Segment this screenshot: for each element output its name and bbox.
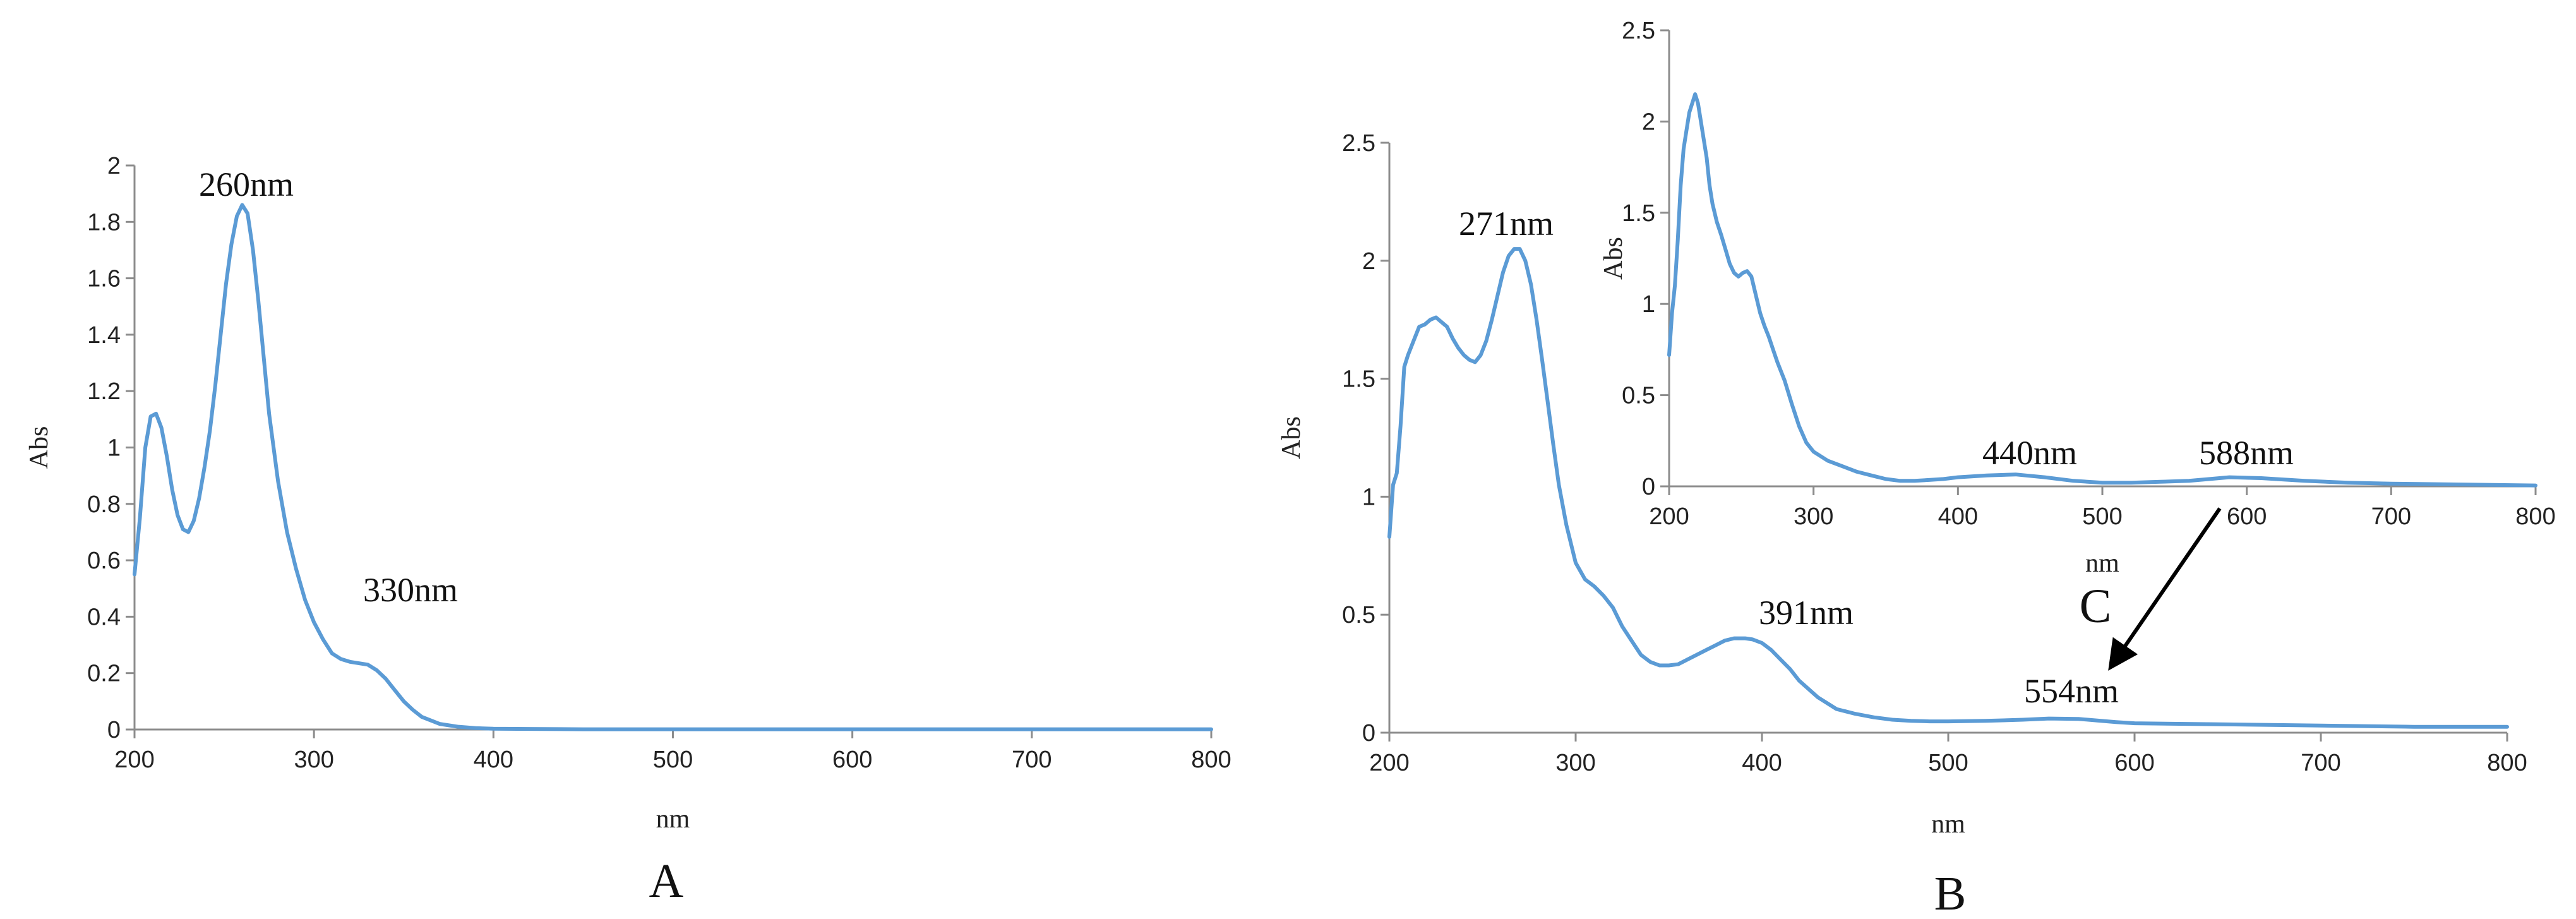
x-tick-label-c: 800 <box>2515 503 2555 530</box>
chart-panel-c: 0 0.5 1 1.5 2 2.5 200 300 400 500 600 700 800 nm Abs 44… <box>1599 18 2556 633</box>
y-tick-label-a: 2 <box>107 153 121 179</box>
y-tick-label-c: 0.5 <box>1622 383 1655 409</box>
x-tick-label-c: 600 <box>2227 503 2267 530</box>
x-tick-label-c: 700 <box>2371 503 2411 530</box>
y-tick-label-c: 2.5 <box>1622 18 1655 44</box>
y-tick-label-c: 2 <box>1642 109 1655 135</box>
arrow-layer <box>2108 507 2222 671</box>
pointer-arrow <box>2108 507 2222 671</box>
y-tick-label-c: 0 <box>1642 474 1655 500</box>
x-tick-label-b: 400 <box>1742 750 1782 776</box>
x-tick-label-c: 400 <box>1938 503 1978 530</box>
chart-panel-b: 0 0.5 1 1.5 2 2.5 200 300 400 500 600 700 800 nm Abs 27… <box>1277 130 2527 919</box>
y-axis-title-b: Abs <box>1277 416 1306 459</box>
x-tick-label-a: 400 <box>474 747 513 773</box>
y-tick-label-a: 1.6 <box>87 266 121 292</box>
x-tick-label-c: 300 <box>1794 503 1833 530</box>
y-tick-label-a: 0.8 <box>87 491 121 518</box>
y-tick-label-b: 0.5 <box>1342 602 1375 628</box>
chart-panel-a: 0 0.2 0.4 0.6 0.8 1 1.2 1.4 1.6 1.8 2 200 300 400 500 6… <box>25 153 1231 908</box>
x-tick-label-b: 700 <box>2301 750 2340 776</box>
x-tick-label-b: 800 <box>2487 750 2527 776</box>
x-axis-title-c: nm <box>2085 549 2119 578</box>
panel-label-c: C <box>2080 580 2112 633</box>
y-tick-label-a: 1.8 <box>87 209 121 236</box>
x-tick-label-a: 300 <box>294 747 333 773</box>
peak-annotation-c: 440nm <box>1982 434 2077 472</box>
x-axis-title-a: nm <box>656 805 690 834</box>
y-tick-label-b: 2 <box>1362 248 1375 275</box>
x-tick-label-b: 500 <box>1928 750 1968 776</box>
y-tick-label-a: 0.2 <box>87 661 121 687</box>
x-tick-label-a: 600 <box>832 747 872 773</box>
y-tick-label-a: 0.6 <box>87 548 121 574</box>
y-tick-label-b: 1.5 <box>1342 366 1375 393</box>
panel-label-a: A <box>649 855 684 908</box>
y-tick-label-a: 0.4 <box>87 604 121 630</box>
peak-annotation-b: 391nm <box>1759 594 1854 632</box>
absorbance-curve-c <box>1667 92 2537 488</box>
x-tick-label-b: 200 <box>1369 750 1409 776</box>
x-tick-label-a: 200 <box>114 747 154 773</box>
y-tick-label-c: 1.5 <box>1622 200 1655 227</box>
peak-annotation-c: 588nm <box>2199 434 2294 472</box>
x-tick-label-a: 800 <box>1191 747 1231 773</box>
x-tick-label-c: 200 <box>1649 503 1689 530</box>
y-tick-label-a: 1 <box>107 435 121 462</box>
x-tick-label-b: 300 <box>1555 750 1595 776</box>
y-tick-label-b: 1 <box>1362 484 1375 510</box>
x-tick-label-a: 500 <box>653 747 693 773</box>
y-tick-label-a: 1.2 <box>87 378 121 405</box>
y-tick-label-b: 0 <box>1362 720 1375 747</box>
x-tick-label-a: 700 <box>1012 747 1051 773</box>
x-tick-label-c: 500 <box>2082 503 2122 530</box>
y-axis-title-a: Abs <box>25 426 54 469</box>
peak-annotation-b: 554nm <box>2024 672 2119 710</box>
x-tick-label-b: 600 <box>2114 750 2154 776</box>
y-tick-label-b: 2.5 <box>1342 130 1375 157</box>
y-tick-label-c: 1 <box>1642 291 1655 318</box>
y-axis-title-c: Abs <box>1599 237 1628 280</box>
peak-annotation-a: 330nm <box>363 571 458 609</box>
panel-label-b: B <box>1934 867 1967 919</box>
y-tick-label-a: 1.4 <box>87 322 121 349</box>
peak-annotation-a: 260nm <box>199 165 294 203</box>
x-axis-title-b: nm <box>1931 810 1965 839</box>
y-tick-label-a: 0 <box>107 717 121 743</box>
peak-annotation-b: 271nm <box>1459 205 1554 243</box>
absorbance-curve-b <box>1387 247 2509 729</box>
absorbance-curve-a <box>133 203 1213 731</box>
